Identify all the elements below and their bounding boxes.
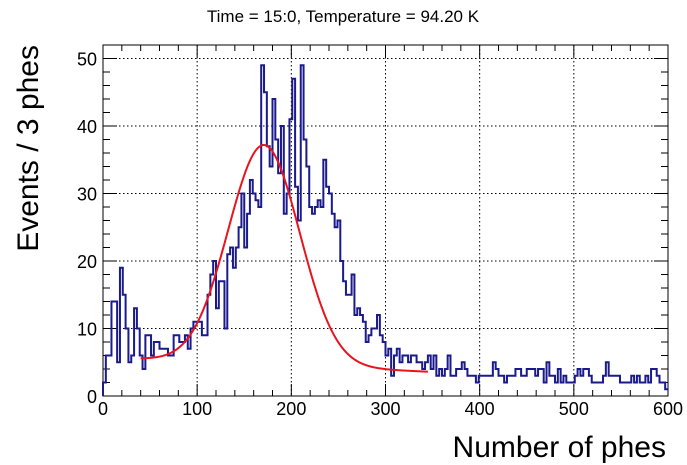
x-tick-label: 200: [276, 399, 306, 419]
y-tick-label: 0: [87, 387, 97, 407]
axis-ticks: [102, 45, 669, 397]
chart-title: Time = 15:0, Temperature = 94.20 K: [207, 7, 480, 26]
histogram-series: [102, 64, 668, 396]
y-tick-labels: 0 10 20 30 40 50: [77, 50, 97, 408]
y-tick-label: 20: [77, 252, 97, 272]
x-tick-label: 600: [653, 399, 683, 419]
x-axis-label: Number of phes: [453, 431, 666, 464]
x-tick-label: 400: [465, 399, 495, 419]
y-axis-label: Events / 3 phes: [12, 45, 45, 252]
x-tick-label: 100: [182, 399, 212, 419]
grid-lines: [103, 45, 668, 396]
x-tick-labels: 0 100 200 300 400 500 600: [98, 399, 683, 419]
y-tick-label: 40: [77, 117, 97, 137]
y-tick-label: 50: [77, 50, 97, 70]
fit-curve: [140, 144, 428, 373]
x-tick-label: 500: [559, 399, 589, 419]
y-tick-label: 10: [77, 320, 97, 340]
x-tick-label: 0: [98, 399, 108, 419]
y-tick-label: 30: [77, 185, 97, 205]
x-tick-label: 300: [370, 399, 400, 419]
